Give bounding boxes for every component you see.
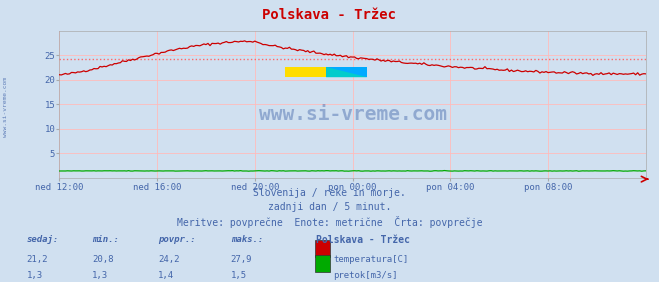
Text: pretok[m3/s]: pretok[m3/s]: [333, 271, 398, 280]
Text: sedaj:: sedaj:: [26, 235, 59, 244]
Text: 24,2: 24,2: [158, 255, 180, 264]
Bar: [326, 67, 367, 77]
Text: 1,5: 1,5: [231, 271, 246, 280]
Text: www.si-vreme.com: www.si-vreme.com: [258, 105, 447, 124]
Text: temperatura[C]: temperatura[C]: [333, 255, 409, 264]
Text: maks.:: maks.:: [231, 235, 263, 244]
Text: 27,9: 27,9: [231, 255, 252, 264]
Text: 20,8: 20,8: [92, 255, 114, 264]
Polygon shape: [326, 67, 367, 77]
Text: povpr.:: povpr.:: [158, 235, 196, 244]
Text: www.si-vreme.com: www.si-vreme.com: [3, 77, 9, 137]
Bar: [315, 255, 330, 272]
Text: 1,3: 1,3: [92, 271, 108, 280]
Text: 1,3: 1,3: [26, 271, 42, 280]
Text: Polskava - Tržec: Polskava - Tržec: [316, 235, 411, 245]
Text: min.:: min.:: [92, 235, 119, 244]
Bar: [285, 67, 326, 77]
Text: zadnji dan / 5 minut.: zadnji dan / 5 minut.: [268, 202, 391, 212]
Text: Meritve: povprečne  Enote: metrične  Črta: povprečje: Meritve: povprečne Enote: metrične Črta:…: [177, 216, 482, 228]
Text: Slovenija / reke in morje.: Slovenija / reke in morje.: [253, 188, 406, 197]
Text: 1,4: 1,4: [158, 271, 174, 280]
Text: Polskava - Tržec: Polskava - Tržec: [262, 8, 397, 23]
Text: 21,2: 21,2: [26, 255, 48, 264]
Bar: [315, 240, 330, 257]
